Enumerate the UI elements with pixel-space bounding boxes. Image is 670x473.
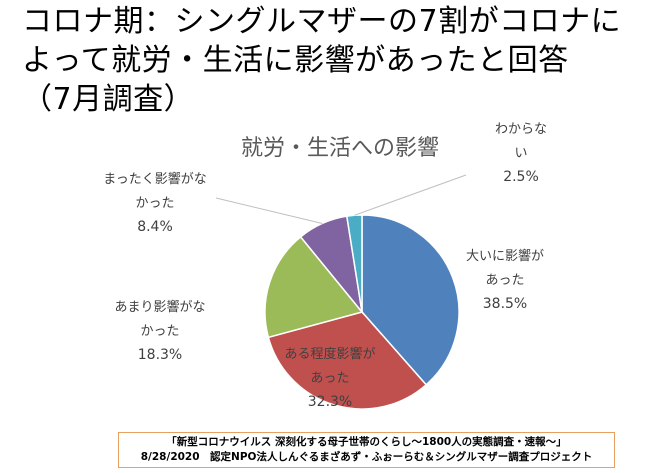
data-label-great: 大いに影響があった 38.5% [466,248,544,312]
leader-line-unknown [354,174,467,216]
leader-line-none [215,197,323,224]
data-label-little: あまり影響がなかった 18.3% [114,299,205,363]
pie-slice-some [267,311,428,410]
slide-headline: コロナ期：シングルマザーの7割がコロナに よって就労・生活に影響があったと回答 … [22,2,662,119]
source-line-1: 「新型コロナウイルス 深刻化する母子世帯のくらし～1800人の実態調査・速報～」 [166,436,567,448]
headline-line-1: コロナ期：シングルマザーの7割がコロナに [22,4,622,39]
headline-line-2: よって就労・生活に影響があったと回答 [22,43,569,78]
pie-slice-great [361,214,460,386]
pie-slice-little [264,235,364,339]
chart-title: 就労・生活への影響 [241,136,439,161]
source-line-2: 8/28/2020 認定NPO法人しんぐるまざあず・ふぉーらむ＆シングルマザー調… [140,451,593,463]
data-label-unknown: わからない 2.5% [495,122,547,185]
data-label-none: まったく影響がなかった 8.4% [103,171,206,235]
headline-line-3: （7月調査） [22,82,195,117]
data-label-some: ある程度影響があった 32.3% [284,346,375,410]
source-citation: 「新型コロナウイルス 深刻化する母子世帯のくらし～1800人の実態調査・速報～」… [118,432,615,468]
